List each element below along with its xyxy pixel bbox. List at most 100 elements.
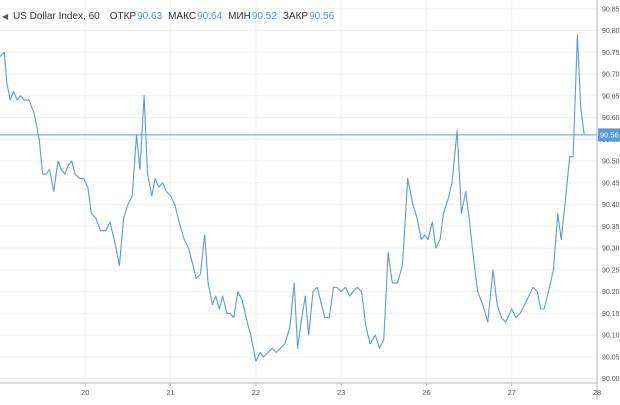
series-point (272, 348, 273, 349)
series-point (297, 348, 298, 349)
series-point (4, 52, 5, 53)
y-tick-label: 90.15 (602, 311, 620, 318)
y-tick-label: 90.45 (602, 180, 620, 187)
y-tick-label: 90.70 (602, 72, 620, 79)
series-point (379, 348, 380, 349)
series-point (370, 343, 371, 344)
series-point (132, 195, 133, 196)
series-point (215, 295, 216, 296)
series-point (42, 174, 43, 175)
series-point (402, 265, 403, 266)
series-point (49, 169, 50, 170)
series-point (557, 213, 558, 214)
x-tick-label: 27 (508, 388, 516, 397)
y-axis-tick-labels: 90.8590.8090.7590.7090.6590.6090.5590.50… (602, 6, 620, 383)
series-point (294, 282, 295, 283)
series-point (465, 191, 466, 192)
series-point (341, 291, 342, 292)
series-point (115, 243, 116, 244)
series-point (284, 343, 285, 344)
x-tick-label: 20 (81, 388, 89, 397)
series-point (317, 287, 318, 288)
series-point (136, 134, 137, 135)
series-point (353, 291, 354, 292)
series-point (440, 239, 441, 240)
series-point (20, 95, 21, 96)
series-point (301, 322, 302, 323)
y-tick-label: 90.75 (602, 50, 620, 57)
series-point (200, 274, 201, 275)
collapse-arrow-icon[interactable]: ◀ (2, 11, 9, 21)
series-point (388, 252, 389, 253)
y-tick-label: 90.65 (602, 93, 620, 100)
series-point (147, 174, 148, 175)
x-tick-label: 23 (337, 388, 345, 397)
series-point (524, 304, 525, 305)
horizontal-gridlines (0, 8, 597, 380)
series-point (515, 317, 516, 318)
series-point (260, 352, 261, 353)
vertical-gridlines (84, 0, 598, 383)
open-label: ОТКР (109, 10, 137, 22)
series-point (255, 361, 256, 362)
low-label: МИН (228, 10, 251, 22)
last-price-tag-background (598, 128, 620, 142)
high-value: 90.64 (197, 10, 223, 22)
series-point (580, 108, 581, 109)
series-point (345, 287, 346, 288)
series-point (357, 287, 358, 288)
series-point (170, 195, 171, 196)
series-point (397, 282, 398, 283)
series-point (10, 100, 11, 101)
symbol-legend[interactable]: ◀ US Dollar Index, 60 ОТКР 90.63 МАКС 90… (2, 9, 340, 23)
series-point (569, 156, 570, 157)
series-point (501, 317, 502, 318)
close-label: ЗАКР (282, 10, 309, 22)
series-point (584, 134, 585, 135)
series-point (548, 291, 549, 292)
series-point (53, 191, 54, 192)
series-point (432, 221, 433, 222)
series-point (308, 335, 309, 336)
series-point (473, 256, 474, 257)
series-point (196, 278, 197, 279)
series-point (247, 322, 248, 323)
series-point (497, 304, 498, 305)
y-tick-label: 90.40 (602, 202, 620, 209)
series-point (188, 248, 189, 249)
x-tick-label: 21 (166, 388, 174, 397)
high-label: МАКС (168, 10, 197, 22)
series-point (505, 322, 506, 323)
series-point (361, 291, 362, 292)
series-point (537, 291, 538, 292)
series-point (457, 130, 458, 131)
series-point (451, 182, 452, 183)
y-tick-label: 90.50 (602, 159, 620, 166)
series-point (280, 348, 281, 349)
series-point (424, 234, 425, 235)
series-point (61, 169, 62, 170)
series-point (23, 100, 24, 101)
series-point (237, 291, 238, 292)
series-point (46, 174, 47, 175)
series-point (443, 213, 444, 214)
series-point (305, 295, 306, 296)
y-tick-label: 90.80 (602, 28, 620, 35)
series-point (349, 295, 350, 296)
series-point (109, 221, 110, 222)
series-point (230, 313, 231, 314)
series-point (267, 352, 268, 353)
series-point (39, 139, 40, 140)
series-point (276, 352, 277, 353)
low-value: 90.52 (251, 10, 277, 22)
x-axis-tick-labels: 20 21 22 23 26 27 28 (81, 383, 601, 397)
series-point (511, 308, 512, 309)
series-point (158, 187, 159, 188)
series-line[interactable] (0, 34, 585, 362)
series-point (544, 308, 545, 309)
series-point (219, 308, 220, 309)
series-point (184, 239, 185, 240)
series-point (68, 165, 69, 166)
